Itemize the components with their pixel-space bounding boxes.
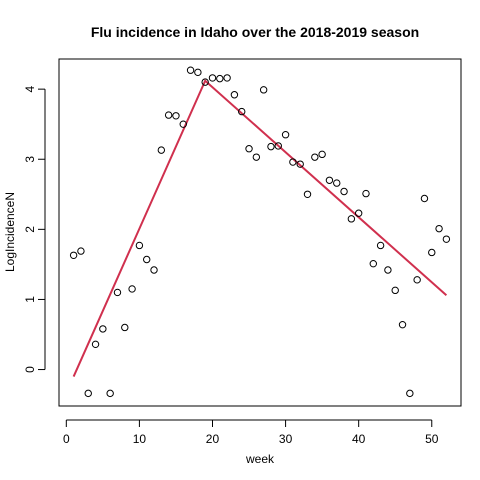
data-point	[157, 146, 166, 154]
chart-title: Flu incidence in Idaho over the 2018-201…	[91, 24, 419, 40]
data-point	[376, 241, 385, 250]
data-point	[435, 224, 443, 233]
data-point	[259, 86, 268, 94]
data-point	[230, 91, 239, 99]
data-point	[252, 153, 261, 161]
data-point	[303, 190, 312, 198]
data-point	[384, 266, 392, 274]
data-point	[208, 74, 217, 82]
y-axis-label: LogIncidenceN	[3, 192, 17, 272]
data-point	[413, 276, 421, 284]
data-point	[391, 286, 399, 295]
data-point	[442, 235, 451, 243]
data-point	[428, 248, 436, 257]
data-point	[362, 189, 370, 198]
data-point	[296, 160, 304, 168]
data-point	[369, 259, 377, 268]
data-point	[289, 158, 297, 166]
data-point	[69, 251, 78, 259]
x-tick-label: 50	[425, 432, 439, 446]
data-point	[77, 247, 85, 255]
data-point	[99, 325, 107, 333]
data-point	[186, 66, 195, 74]
data-point	[91, 340, 100, 349]
data-point	[238, 107, 246, 116]
fit-line-layer	[72, 79, 448, 377]
y-tick-label: 2	[23, 226, 37, 233]
data-point	[164, 111, 173, 119]
x-tick-label: 20	[206, 432, 220, 446]
y-tick-label: 3	[23, 156, 37, 163]
data-points-layer	[69, 66, 451, 398]
x-axis-label: week	[245, 452, 275, 466]
data-point	[150, 266, 158, 274]
data-point	[347, 215, 356, 223]
data-point	[113, 288, 122, 297]
data-point	[333, 179, 341, 187]
fitted-line	[72, 79, 448, 377]
data-point	[245, 145, 253, 153]
x-tick-label: 0	[63, 432, 70, 446]
data-point	[398, 320, 407, 329]
data-point	[201, 78, 209, 86]
data-point	[223, 74, 231, 82]
y-tick-label: 1	[23, 296, 37, 303]
x-tick-label: 10	[133, 432, 147, 446]
data-point	[135, 241, 144, 250]
x-tick-label: 30	[279, 432, 293, 446]
data-point	[106, 389, 114, 398]
data-point	[311, 153, 319, 161]
data-point	[128, 285, 136, 293]
plot-frame	[58, 58, 462, 407]
data-point	[143, 255, 151, 264]
data-point	[267, 142, 275, 151]
x-tick-label: 40	[352, 432, 366, 446]
data-point	[172, 112, 180, 120]
data-point	[216, 74, 224, 83]
data-point	[281, 131, 290, 139]
data-point	[420, 194, 429, 203]
data-point	[121, 323, 129, 332]
y-axis: 0 1 2 3 4	[23, 85, 46, 373]
data-point	[340, 187, 348, 196]
data-point	[194, 68, 202, 77]
data-point	[354, 209, 363, 217]
data-point	[406, 389, 414, 398]
data-point	[179, 120, 187, 128]
data-point	[325, 176, 334, 184]
data-point	[274, 142, 282, 150]
y-tick-label: 4	[23, 85, 37, 92]
data-point	[84, 389, 92, 398]
data-point	[318, 150, 326, 159]
y-tick-label: 0	[23, 366, 37, 373]
x-axis: 0 10 20 30 40 50	[63, 419, 439, 446]
